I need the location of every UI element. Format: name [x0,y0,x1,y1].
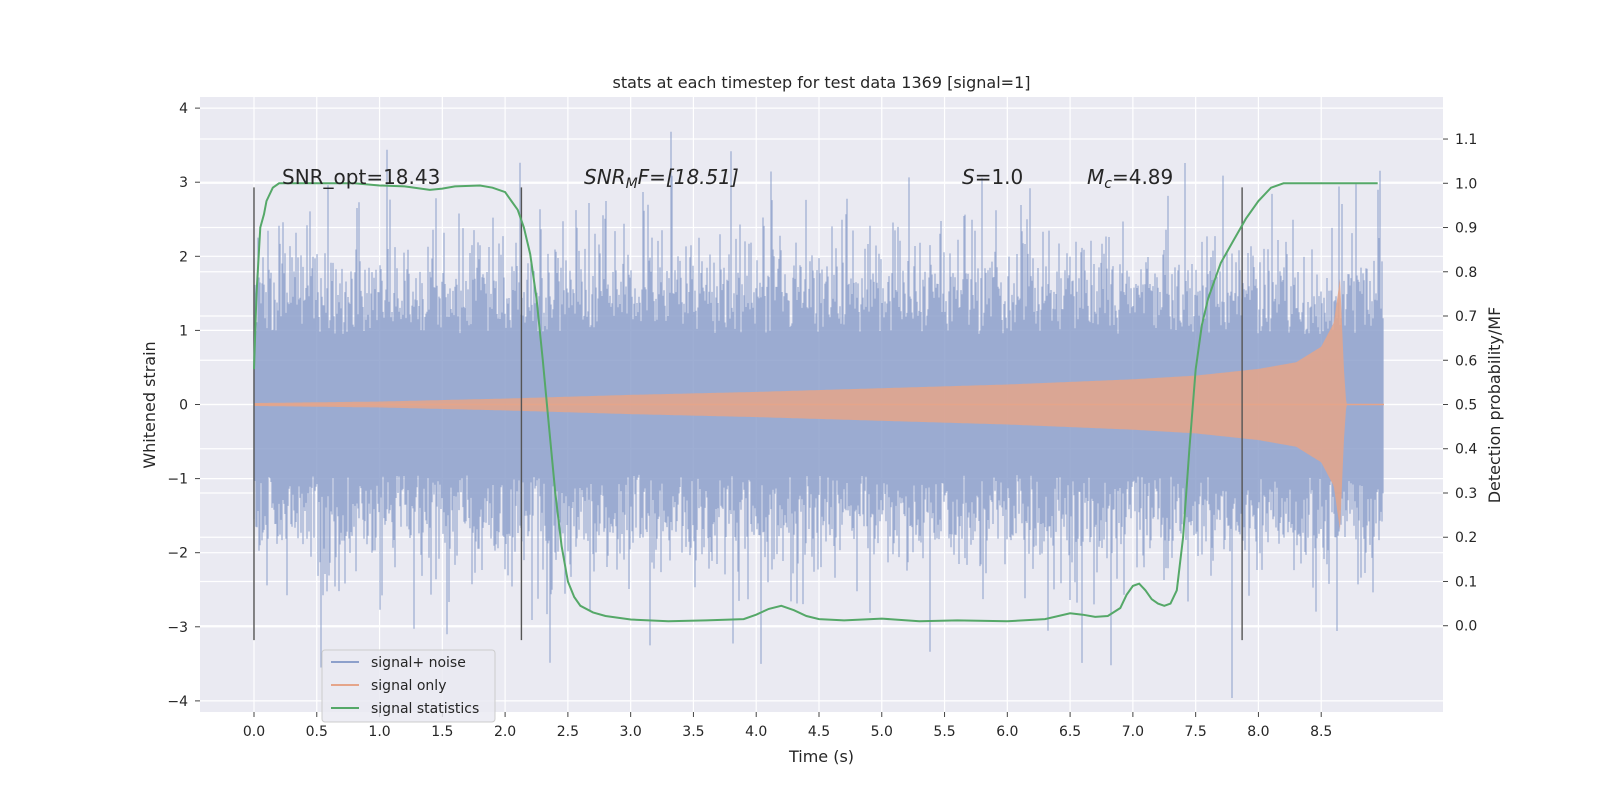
x-tick-label-17: 8.5 [1310,724,1332,740]
mc-symbol: M [1087,165,1104,189]
y2-tick-label-5: 0.5 [1455,398,1477,414]
snr-mf-value: F=[18.51] [638,165,739,189]
x-tick-label-2: 1.0 [368,724,390,740]
x-tick-label-9: 4.5 [808,724,830,740]
y2-tick-label-10: 1.0 [1455,176,1477,192]
x-tick-label-4: 2.0 [494,724,516,740]
y2-tick-label-4: 0.4 [1455,442,1477,458]
y2-tick-label-0: 0.0 [1455,619,1477,635]
y2-tick-label-9: 0.9 [1455,221,1477,237]
signal-series [253,278,1384,531]
snr-mf-subscript: M [626,176,638,192]
x-tick-label-8: 4.0 [745,724,767,740]
y-tick-label-7: 3 [179,175,188,191]
x-tick-label-11: 5.5 [933,724,955,740]
ticks: 0.0 0.5 1.0 1.5 2.0 2.5 3.0 3.5 4.0 4.5 5.0 5.5 6.0 6… [167,101,1477,740]
y2-tick-label-1: 0.1 [1455,574,1477,590]
legend: signal+ noise signal only signal statist… [321,649,496,723]
y-tick-label-1: −3 [167,620,188,636]
s-symbol: S [962,165,975,189]
x-tick-label-10: 5.0 [871,724,893,740]
y2-tick-label-8: 0.8 [1455,265,1477,281]
mc-value: =4.89 [1112,165,1173,189]
y-tick-label-4: 0 [179,398,188,414]
x-tick-label-0: 0.0 [243,724,265,740]
y-tick-label-0: −4 [167,694,188,710]
y2-tick-label-7: 0.7 [1455,309,1477,325]
legend-label-signal: signal only [371,678,446,694]
statistic-series [253,182,1378,623]
x-tick-label-15: 7.5 [1185,724,1207,740]
legend-box [321,649,496,723]
annotation-s: S=1.0 [962,165,1023,189]
y2-axis-label: Detection probability/MF [1485,307,1504,504]
y-tick-label-2: −2 [167,546,188,562]
y-axis-label: Whitened strain [140,341,159,468]
annotation-snr-opt: SNR_opt=18.43 [282,165,440,189]
x-tick-label-7: 3.5 [682,724,704,740]
x-tick-label-1: 0.5 [306,724,328,740]
x-tick-label-6: 3.0 [620,724,642,740]
statistic-line [253,182,1378,623]
y2-tick-label-11: 1.1 [1455,132,1477,148]
snr-mf-text: SNR [584,165,626,189]
y2-tick-label-2: 0.2 [1455,530,1477,546]
y-tick-label-8: 4 [179,101,188,117]
vertical-markers [253,187,1243,641]
y-tick-label-3: −1 [167,472,188,488]
chart-title: stats at each timestep for test data 136… [612,73,1030,92]
y2-tick-label-6: 0.6 [1455,353,1477,369]
x-tick-label-12: 6.0 [996,724,1018,740]
mc-subscript: c [1104,176,1112,192]
x-tick-label-5: 2.5 [557,724,579,740]
y-tick-label-6: 2 [179,249,188,265]
x-tick-label-13: 6.5 [1059,724,1081,740]
x-tick-label-16: 8.0 [1247,724,1269,740]
legend-label-statistics: signal statistics [371,701,479,717]
annotation-mc: Mc=4.89 [1087,165,1173,192]
x-tick-label-14: 7.0 [1122,724,1144,740]
s-value: =1.0 [975,165,1024,189]
annotation-snr-mf: SNRMF=[18.51] [584,165,739,192]
x-axis-label: Time (s) [788,747,854,766]
y2-tick-label-3: 0.3 [1455,486,1477,502]
y-tick-label-5: 1 [179,323,188,339]
x-tick-label-3: 1.5 [431,724,453,740]
legend-label-noise: signal+ noise [371,655,466,671]
